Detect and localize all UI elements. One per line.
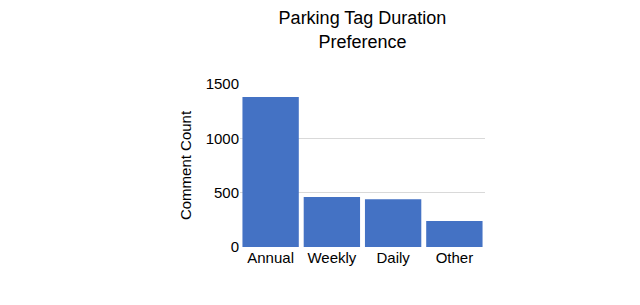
svg-text:1000: 1000 [206, 130, 239, 147]
svg-text:Weekly: Weekly [307, 249, 356, 266]
svg-text:500: 500 [214, 184, 239, 201]
svg-text:Daily: Daily [376, 249, 410, 266]
svg-text:Parking Tag DurationPreference: Parking Tag DurationPreference [279, 8, 447, 51]
svg-text:1500: 1500 [206, 75, 239, 92]
svg-text:0: 0 [231, 238, 239, 255]
svg-text:Comment Count: Comment Count [177, 110, 194, 220]
svg-text:Other: Other [436, 249, 474, 266]
svg-text:Annual: Annual [247, 249, 294, 266]
